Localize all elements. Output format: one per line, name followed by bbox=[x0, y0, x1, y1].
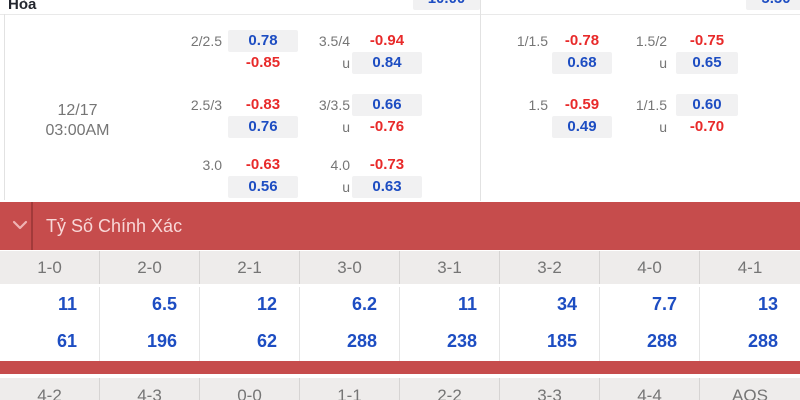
odds-button[interactable]: 0.66 bbox=[352, 94, 422, 116]
score-odds-button[interactable]: 34 bbox=[500, 287, 600, 322]
odds-button[interactable]: 0.76 bbox=[228, 116, 298, 138]
chevron-down-icon[interactable] bbox=[12, 219, 28, 231]
odds-button[interactable]: 0.78 bbox=[228, 30, 298, 52]
under-label: u bbox=[659, 55, 667, 71]
score-column-header: 0-0 bbox=[200, 378, 300, 400]
score-odds-row: 61 196 62 288 238 185 288 288 bbox=[0, 322, 800, 361]
score-header-row: 1-0 2-0 2-1 3-0 3-1 3-2 4-0 4-1 bbox=[0, 251, 800, 284]
handicap-label: 2.5/3 bbox=[190, 97, 222, 113]
score-column-header: 1-0 bbox=[0, 251, 100, 284]
score-column-header: 4-1 bbox=[737, 258, 763, 277]
score-odds-button[interactable]: 185 bbox=[500, 322, 600, 361]
match-time: 03:00AM bbox=[45, 122, 110, 139]
score-column-header: 4-3 bbox=[100, 378, 200, 400]
score-column-header: 4-0 bbox=[600, 251, 700, 284]
score-column-header: 3-1 bbox=[400, 251, 500, 284]
score-odds-button[interactable]: 11 bbox=[400, 287, 500, 322]
score-odds-button[interactable]: 61 bbox=[0, 322, 100, 361]
section-title: Tỷ Số Chính Xác bbox=[46, 216, 183, 236]
handicap-label: 3.5/4 bbox=[318, 33, 350, 49]
score-odds-button[interactable]: 196 bbox=[100, 322, 200, 361]
score-column-header: 4-2 bbox=[0, 378, 100, 400]
odds-button[interactable]: 0.68 bbox=[552, 52, 612, 74]
away-odds-button[interactable]: 5.50 bbox=[746, 0, 800, 10]
handicap-label: 1.5 bbox=[528, 97, 548, 113]
under-label: u bbox=[659, 119, 667, 135]
odds-button[interactable]: -0.70 bbox=[689, 118, 725, 135]
horizontal-divider bbox=[0, 14, 800, 15]
handicap-label: 1.5/2 bbox=[635, 33, 667, 49]
correct-score-section-header[interactable]: Tỷ Số Chính Xác bbox=[0, 202, 800, 250]
draw-label: Hòa bbox=[8, 0, 37, 13]
odds-button[interactable]: -0.78 bbox=[564, 32, 600, 49]
odds-button[interactable]: -0.63 bbox=[245, 156, 281, 173]
score-header-row: 4-2 4-3 0-0 1-1 2-2 3-3 4-4 AOS bbox=[0, 378, 800, 400]
score-odds-button[interactable]: 6.5 bbox=[100, 287, 200, 322]
score-odds-button[interactable]: 13 bbox=[757, 294, 778, 314]
under-label: u bbox=[342, 119, 350, 135]
score-odds-button[interactable]: 12 bbox=[200, 287, 300, 322]
handicap-label: 3/3.5 bbox=[318, 97, 350, 113]
handicap-label: 1/1.5 bbox=[635, 97, 667, 113]
score-column-header: 3-0 bbox=[300, 251, 400, 284]
banner-divider bbox=[31, 202, 33, 250]
odds-button[interactable]: -0.85 bbox=[245, 54, 281, 71]
under-label: u bbox=[342, 179, 350, 195]
handicap-label: 1/1.5 bbox=[516, 33, 548, 49]
odds-button[interactable]: 0.60 bbox=[676, 94, 738, 116]
odds-button[interactable]: 0.84 bbox=[352, 52, 422, 74]
match-date: 12/17 bbox=[57, 102, 98, 119]
score-odds-button[interactable]: 62 bbox=[200, 322, 300, 361]
odds-button[interactable]: -0.59 bbox=[564, 96, 600, 113]
score-odds-button[interactable]: 7.7 bbox=[600, 287, 700, 322]
odds-button[interactable]: 0.49 bbox=[552, 116, 612, 138]
odds-button[interactable]: 0.65 bbox=[676, 52, 738, 74]
score-odds-button[interactable]: 238 bbox=[400, 322, 500, 361]
score-column-header: 2-0 bbox=[100, 251, 200, 284]
handicap-label: 4.0 bbox=[330, 157, 350, 173]
odds-button[interactable]: 0.63 bbox=[352, 176, 422, 198]
score-odds-button[interactable]: 288 bbox=[300, 322, 400, 361]
score-column-header: 2-2 bbox=[400, 378, 500, 400]
odds-button[interactable]: -0.83 bbox=[245, 96, 281, 113]
odds-button[interactable]: -0.75 bbox=[689, 32, 725, 49]
score-column-header: 1-1 bbox=[300, 378, 400, 400]
score-odds-button[interactable]: 288 bbox=[600, 322, 700, 361]
score-odds-button[interactable]: 6.2 bbox=[300, 287, 400, 322]
score-odds-row: 11 6.5 12 6.2 11 34 7.7 13 bbox=[0, 287, 800, 322]
handicap-label: 2/2.5 bbox=[190, 33, 222, 49]
score-odds-button[interactable]: 288 bbox=[747, 331, 778, 351]
under-label: u bbox=[342, 55, 350, 71]
score-column-header: 3-3 bbox=[500, 378, 600, 400]
odds-button[interactable]: 0.56 bbox=[228, 176, 298, 198]
score-column-header: 3-2 bbox=[500, 251, 600, 284]
score-odds-button[interactable]: 11 bbox=[0, 287, 100, 322]
score-column-header: 4-4 bbox=[600, 378, 700, 400]
score-column-header: AOS bbox=[732, 386, 768, 400]
red-divider-bar bbox=[0, 361, 800, 374]
odds-button[interactable]: -0.76 bbox=[369, 118, 405, 135]
column-divider-line bbox=[480, 0, 481, 201]
draw-odds-button[interactable]: 10.00 bbox=[413, 0, 480, 10]
left-border-line bbox=[4, 14, 5, 200]
score-column-header: 2-1 bbox=[200, 251, 300, 284]
handicap-label: 3.0 bbox=[202, 157, 222, 173]
odds-button[interactable]: -0.94 bbox=[369, 32, 405, 49]
odds-button[interactable]: -0.73 bbox=[369, 156, 405, 173]
